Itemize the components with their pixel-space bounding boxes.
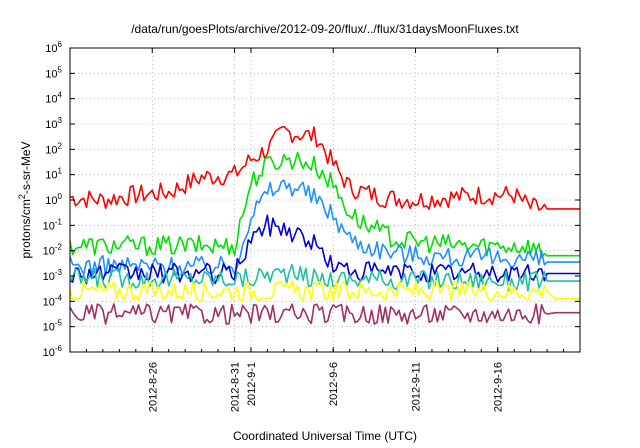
x-tick-label: 2012-9-1: [246, 362, 258, 406]
x-tick-label: 2012-9-11: [410, 362, 422, 411]
y-axis-label-prefix: protons/cm: [19, 199, 33, 258]
chart-title: /data/run/goesPlots/archive/2012-09-20/f…: [131, 22, 519, 36]
x-tick-label: 2012-8-26: [147, 362, 159, 412]
plot-frame: [69, 47, 581, 353]
series-line: [69, 263, 580, 292]
y-tick-label: 102: [45, 141, 62, 156]
y-tick-label: 106: [45, 40, 62, 55]
series-line: [69, 151, 580, 259]
y-axis-label-suffix: -s-sr-MeV: [19, 141, 33, 194]
series-line: [69, 179, 580, 277]
x-tick-label: 2012-9-6: [328, 362, 340, 406]
y-tick-label: 10-6: [43, 344, 63, 359]
x-axis-ticks: 2012-8-26 2012-8-31 2012-9-1 2012-9-6 2012-9…: [69, 48, 581, 412]
y-tick-label: 105: [45, 65, 62, 80]
x-axis-label: Coordinated Universal Time (UTC): [233, 429, 417, 443]
y-tick-label: 103: [45, 116, 62, 131]
y-tick-label: 10-2: [43, 243, 63, 258]
x-tick-label: 2012-9-16: [493, 362, 505, 412]
series-group: [69, 125, 580, 325]
series-line: [69, 303, 580, 325]
y-tick-label: 104: [45, 91, 62, 106]
series-line: [69, 214, 580, 285]
y-tick-label: 100: [45, 192, 62, 207]
y-axis-label: protons/cm2-s-sr-MeV: [17, 141, 33, 258]
y-tick-label: 10-1: [43, 217, 63, 232]
x-tick-label: 2012-8-31: [230, 362, 242, 412]
series-line: [69, 125, 580, 211]
y-tick-label: 10-4: [43, 293, 63, 308]
y-tick-label: 10-3: [43, 268, 63, 283]
y-tick-label: 10-5: [43, 319, 63, 334]
y-axis-ticks: 10-6 10-5 10-4 10-3 10-2 10-1 100 101 102 103 104 1…: [43, 40, 580, 359]
series-line: [69, 280, 580, 303]
y-axis-label-sup: 2: [17, 194, 27, 199]
y-tick-label: 101: [45, 167, 62, 182]
